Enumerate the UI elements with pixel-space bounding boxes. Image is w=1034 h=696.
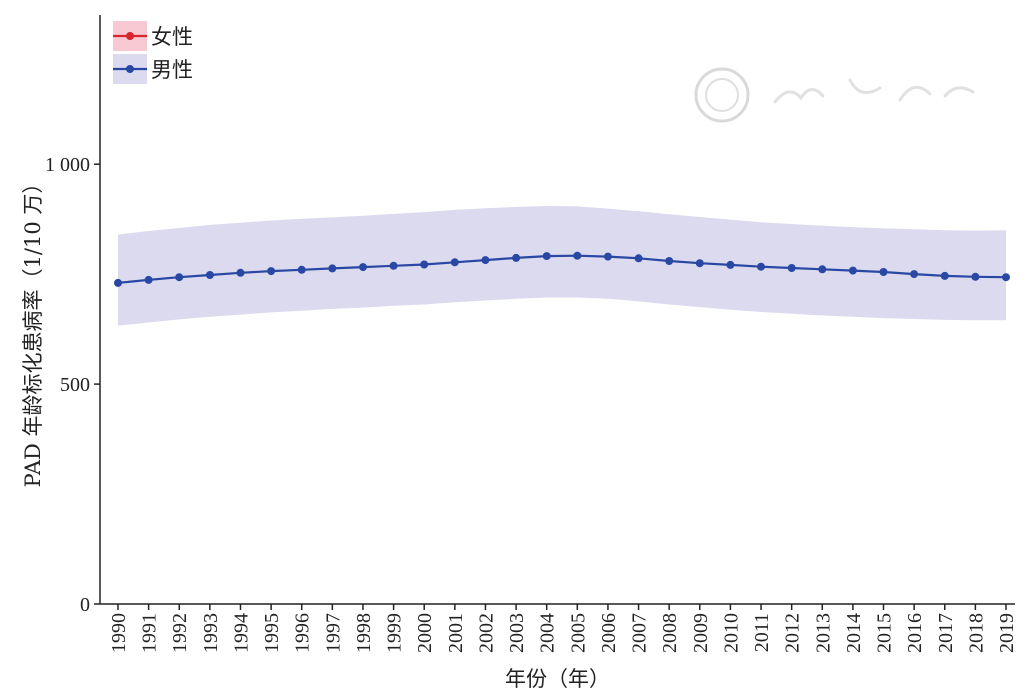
point-series-1 (757, 262, 765, 271)
x-tick-label: 2010 (720, 613, 742, 653)
x-tick-label: 2004 (537, 613, 559, 653)
series-lines (117, 254, 1007, 284)
point-series-1 (205, 271, 214, 279)
y-tick-label: 500 (60, 374, 90, 396)
x-tick-label: 2003 (506, 613, 528, 653)
point-series-1 (603, 252, 612, 261)
x-tick-label: 2008 (659, 613, 681, 653)
y-axis-title: PAD 年龄标化患病率（1/10 万） (21, 173, 45, 488)
point-series-1 (328, 264, 337, 273)
legend-label-1: 男性 (151, 58, 193, 82)
legend-swatch-marker-0 (126, 32, 134, 40)
point-series-1 (818, 265, 827, 274)
x-tick-label: 2002 (475, 613, 497, 653)
point-series-1 (879, 268, 888, 276)
x-tick-label: 2001 (445, 613, 467, 653)
point-series-1 (512, 253, 521, 262)
point-series-1 (450, 258, 459, 267)
point-series-1 (726, 260, 735, 269)
x-tick-label: 2007 (629, 613, 651, 653)
point-series-1 (665, 257, 674, 265)
legend-label-0: 女性 (151, 25, 193, 49)
point-series-1 (971, 272, 980, 281)
x-tick-label: 1993 (200, 613, 222, 653)
point-series-1 (848, 266, 857, 275)
x-tick-label: 1995 (261, 613, 283, 653)
confidence-bands (118, 206, 1006, 326)
legend-swatch-marker-1 (126, 65, 134, 73)
point-series-1 (542, 252, 551, 261)
x-tick-label: 2011 (751, 613, 773, 652)
point-series-1 (267, 267, 276, 276)
x-tick-label: 1996 (292, 613, 314, 653)
watermark (694, 67, 975, 123)
point-series-1 (144, 275, 153, 284)
watermark-seal-icon (694, 67, 750, 123)
point-series-1 (297, 265, 306, 274)
x-tick-label: 2000 (414, 613, 436, 653)
x-tick-label: 2016 (904, 613, 926, 653)
point-series-1 (359, 263, 367, 272)
x-tick-label: 2019 (996, 613, 1018, 653)
point-series-1 (420, 260, 429, 269)
point-series-1 (573, 251, 582, 260)
point-series-1 (910, 270, 919, 279)
x-tick-label: 2006 (598, 613, 620, 653)
x-tick-label: 1992 (169, 613, 191, 653)
y-tick-label: 0 (80, 594, 90, 616)
watermark-script-stroke (773, 78, 975, 104)
x-tick-label: 2012 (782, 613, 804, 653)
y-tick-label: 1 000 (45, 154, 90, 176)
point-series-1 (236, 268, 245, 277)
x-tick-label: 1998 (353, 613, 375, 653)
x-tick-label: 2017 (935, 613, 957, 653)
x-tick-label: 2015 (874, 613, 896, 653)
point-series-1 (1002, 273, 1010, 282)
x-tick-label: 1990 (108, 613, 130, 653)
x-axis-title: 年份（年） (505, 667, 610, 691)
x-tick-label: 2013 (812, 613, 834, 653)
x-tick-label: 1999 (384, 613, 406, 653)
point-series-1 (175, 273, 184, 282)
point-series-1 (114, 278, 122, 287)
x-tick-label: 2005 (567, 613, 589, 653)
point-series-1 (940, 271, 949, 280)
point-series-1 (634, 254, 643, 263)
series-points (114, 251, 1010, 287)
line-series-1 (117, 254, 1007, 284)
watermark-seal-inner (705, 78, 739, 112)
x-tick-label: 1991 (139, 613, 161, 653)
x-tick-label: 2014 (843, 613, 865, 653)
point-series-1 (481, 256, 490, 265)
x-tick-label: 2009 (690, 613, 712, 653)
point-series-1 (695, 259, 704, 268)
point-series-1 (787, 264, 796, 272)
x-tick-label: 1997 (322, 613, 344, 653)
band-series-1 (118, 206, 1006, 326)
x-tick-label: 2018 (965, 613, 987, 653)
x-tick-label: 1994 (231, 613, 253, 653)
point-series-1 (389, 261, 398, 270)
